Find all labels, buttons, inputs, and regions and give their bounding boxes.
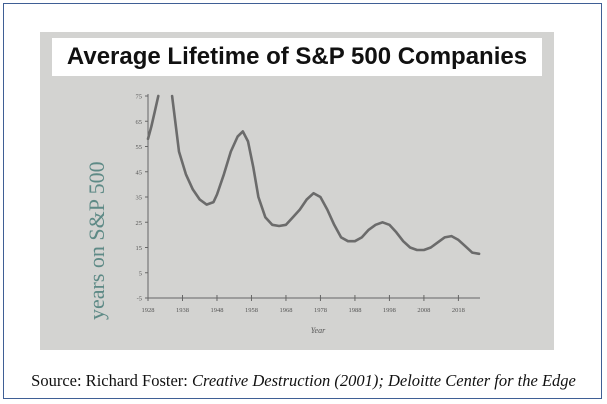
x-tick-label: 1938 (176, 307, 189, 314)
y-axis-label: years on S&P 500 (84, 161, 109, 320)
chart-title: Average Lifetime of S&P 500 Companies (52, 38, 542, 76)
y-tick-label: 75 (136, 94, 143, 101)
source-caption: Source: Richard Foster: Creative Destruc… (0, 371, 607, 391)
y-tick-label: 5 (139, 270, 142, 277)
x-axis-label: Year (311, 326, 326, 335)
x-tick-label: 2018 (452, 307, 465, 314)
x-tick-label: 1988 (348, 307, 361, 314)
y-tick-label: 15 (136, 245, 143, 252)
x-tick-label: 1968 (279, 307, 292, 314)
y-tick-label: 65 (136, 119, 143, 126)
chart-photo (40, 32, 554, 350)
y-tick-label: -5 (137, 296, 142, 303)
series-line-segment-2 (170, 94, 481, 256)
y-tick-label: 35 (136, 195, 143, 202)
x-tick-label: 1948 (210, 307, 223, 314)
y-tick-label: 25 (136, 220, 143, 227)
x-tick-label: 2008 (417, 307, 430, 314)
source-prefix: Source: Richard Foster: (31, 371, 192, 390)
y-tick-label: 55 (136, 144, 143, 151)
y-tick-label: 45 (136, 169, 143, 176)
source-citation: Creative Destruction (2001); Deloitte Ce… (192, 371, 576, 390)
series-line-segment-1 (146, 94, 160, 141)
x-tick-label: 1978 (314, 307, 327, 314)
x-tick-label: 1998 (383, 307, 396, 314)
x-tick-label: 1958 (245, 307, 258, 314)
x-tick-label: 1928 (142, 307, 155, 314)
